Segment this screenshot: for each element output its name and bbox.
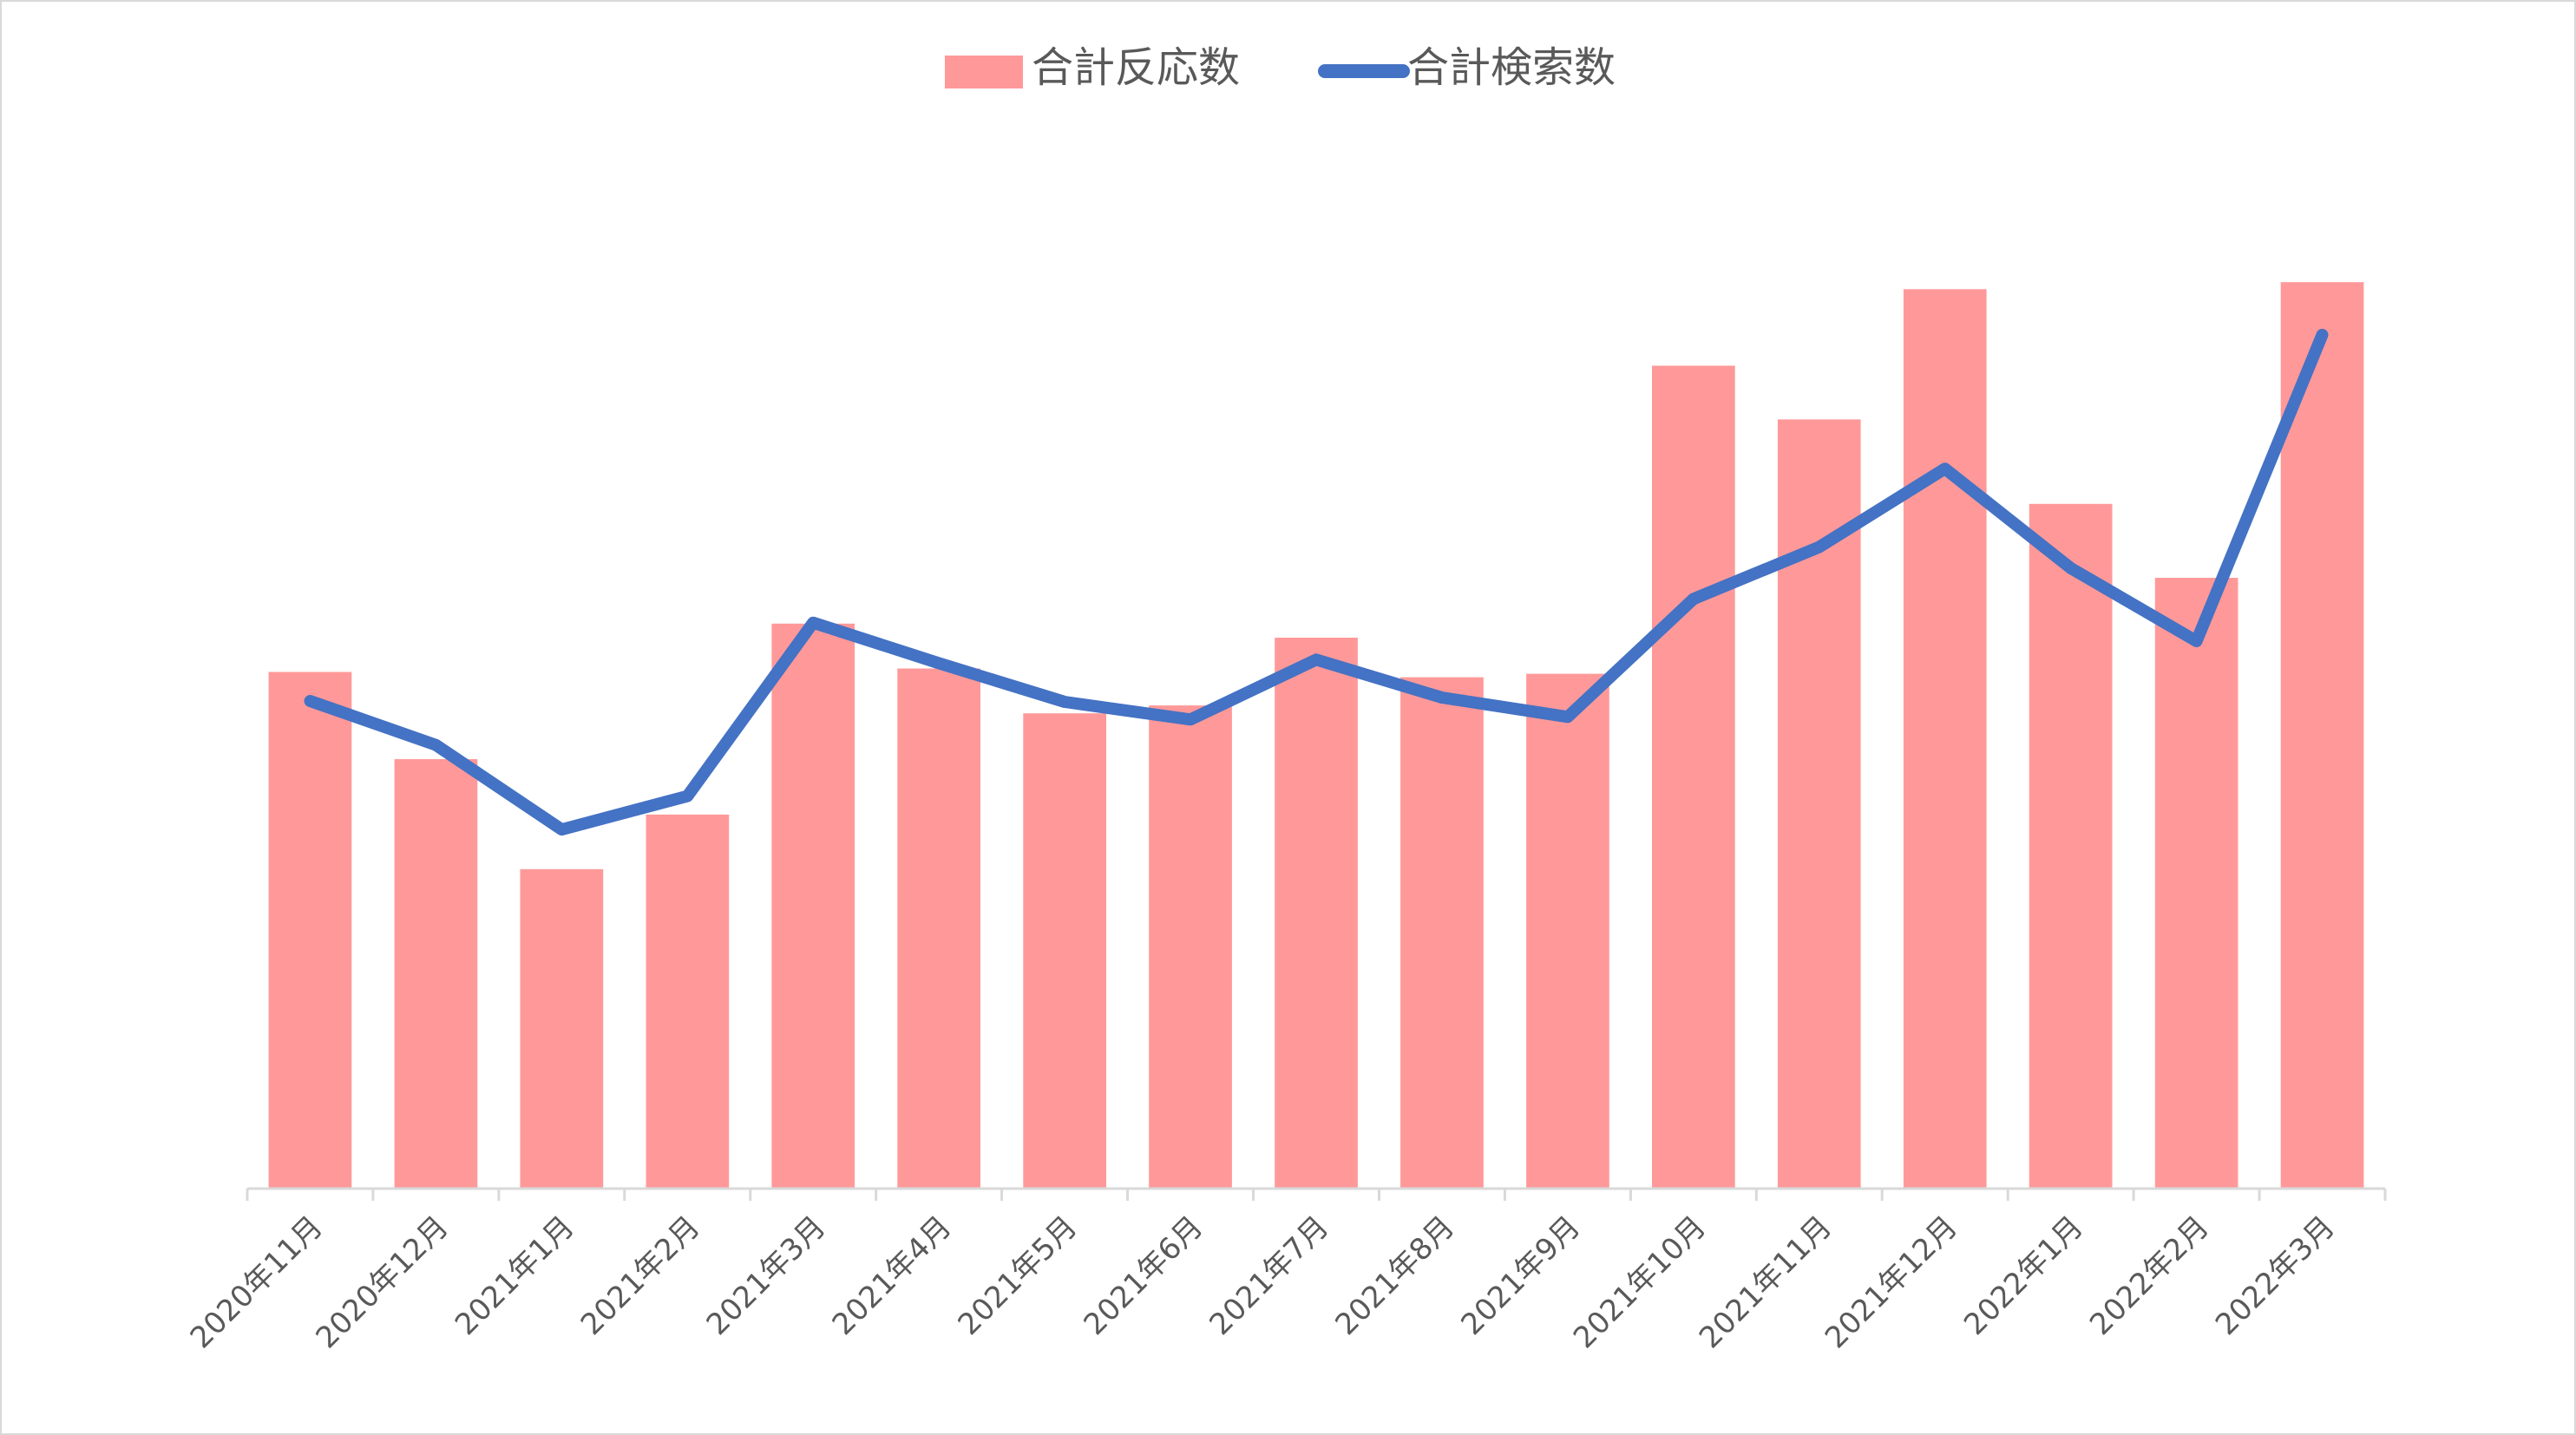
bar-series xyxy=(268,282,2364,1189)
bar-0 xyxy=(268,672,352,1189)
x-tick-label-5: 2021年4月 xyxy=(826,1209,959,1342)
bar-11 xyxy=(1652,365,1735,1189)
bar-16 xyxy=(2280,282,2364,1189)
x-tick-label-7: 2021年6月 xyxy=(1078,1209,1210,1342)
bar-10 xyxy=(1526,673,1609,1189)
legend-label-bar: 合計反応数 xyxy=(1032,43,1240,92)
bar-6 xyxy=(1023,713,1106,1189)
x-tick-label-10: 2021年9月 xyxy=(1454,1209,1587,1342)
bar-5 xyxy=(897,668,980,1189)
bar-3 xyxy=(646,814,730,1189)
x-tick-label-3: 2021年2月 xyxy=(574,1209,707,1342)
x-tick-label-0: 2020年11月 xyxy=(184,1209,330,1355)
bar-4 xyxy=(771,623,855,1189)
x-tick-label-9: 2021年8月 xyxy=(1328,1209,1461,1342)
line-series xyxy=(304,329,2329,836)
x-axis xyxy=(246,1187,2387,1201)
x-tick-label-15: 2022年2月 xyxy=(2083,1209,2216,1342)
bar-8 xyxy=(1275,638,1358,1189)
bar-14 xyxy=(2029,503,2113,1189)
x-tick-label-6: 2021年5月 xyxy=(952,1209,1085,1342)
bar-13 xyxy=(1903,289,1987,1189)
legend-swatch-bar xyxy=(945,56,1023,88)
bar-2 xyxy=(520,868,604,1189)
legend: 合計反応数 合計検索数 xyxy=(945,43,1616,92)
legend-label-line: 合計検索数 xyxy=(1407,43,1616,92)
x-tick-label-4: 2021年3月 xyxy=(700,1209,833,1342)
line-path xyxy=(304,329,2329,836)
x-tick-label-14: 2022年1月 xyxy=(1957,1209,2090,1342)
bar-9 xyxy=(1400,677,1484,1189)
x-tick-label-8: 2021年7月 xyxy=(1203,1209,1336,1342)
bar-1 xyxy=(394,759,478,1189)
x-tick-label-12: 2021年11月 xyxy=(1693,1209,1839,1355)
bar-7 xyxy=(1149,705,1232,1189)
x-tick-labels: 2020年11月2020年12月2021年1月2021年2月2021年3月202… xyxy=(184,1209,2342,1355)
x-tick-label-11: 2021年10月 xyxy=(1567,1209,1713,1355)
x-tick-label-1: 2020年12月 xyxy=(310,1209,456,1355)
x-tick-label-16: 2022年3月 xyxy=(2209,1209,2342,1342)
x-tick-label-13: 2021年12月 xyxy=(1819,1209,1964,1355)
x-tick-label-2: 2021年1月 xyxy=(449,1209,581,1342)
bar-15 xyxy=(2154,578,2238,1189)
